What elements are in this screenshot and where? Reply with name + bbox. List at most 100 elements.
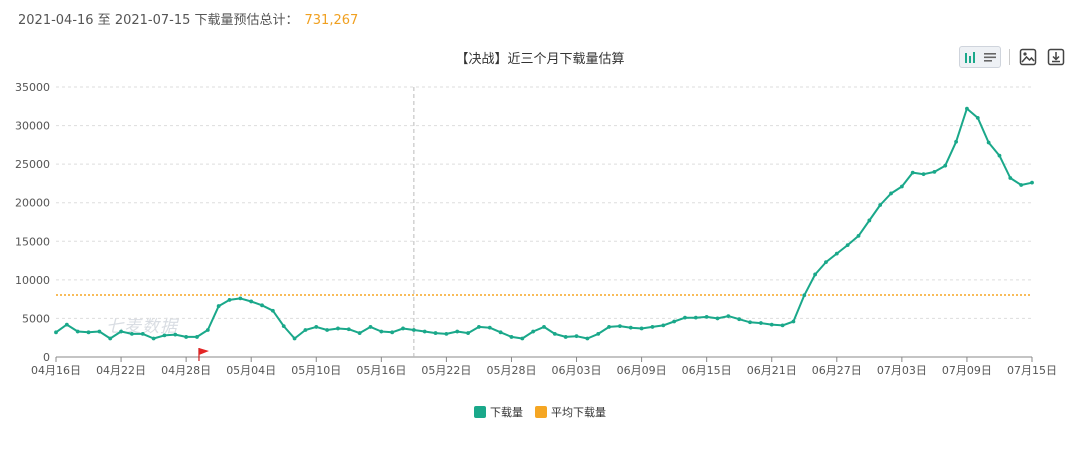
data-point xyxy=(997,153,1002,158)
y-tick-label: 30000 xyxy=(15,120,50,133)
data-point xyxy=(270,308,275,313)
data-point xyxy=(227,298,232,302)
data-point xyxy=(867,218,872,223)
toolbar-divider xyxy=(1009,49,1010,65)
summary-range: 2021-04-16 至 2021-07-15 下载量预估总计： xyxy=(18,13,299,28)
data-point xyxy=(325,328,330,332)
data-point xyxy=(86,330,91,335)
data-point xyxy=(64,322,69,327)
data-point xyxy=(748,320,752,325)
data-point xyxy=(205,328,210,332)
summary-total: 731,267 xyxy=(304,13,359,28)
data-point xyxy=(758,321,763,325)
data-point xyxy=(780,323,785,328)
data-point xyxy=(390,330,395,335)
data-point xyxy=(845,243,850,248)
data-point xyxy=(216,304,221,308)
list-icon[interactable] xyxy=(980,47,1000,67)
x-tick-label: 07月03日 xyxy=(877,364,927,377)
data-point xyxy=(411,328,416,332)
legend-label-downloads: 下载量 xyxy=(490,406,523,419)
data-point xyxy=(856,233,861,238)
data-point xyxy=(878,203,883,207)
data-point xyxy=(628,325,633,330)
data-point xyxy=(314,325,319,329)
data-point xyxy=(769,322,774,327)
data-point xyxy=(943,163,948,168)
download-icon[interactable] xyxy=(1046,47,1066,67)
data-point xyxy=(531,329,536,334)
legend-item-downloads[interactable]: 下载量 xyxy=(474,404,523,420)
data-point xyxy=(466,331,470,335)
download-summary: 2021-04-16 至 2021-07-15 下载量预估总计： 731,267 xyxy=(18,9,358,28)
x-tick-label: 07月09日 xyxy=(942,364,992,377)
data-point xyxy=(520,336,525,341)
data-point xyxy=(1030,180,1034,185)
data-point xyxy=(563,335,568,339)
data-point xyxy=(260,303,264,308)
x-tick-label: 07月15日 xyxy=(1007,364,1057,377)
data-point xyxy=(737,317,742,322)
x-tick-label: 06月15日 xyxy=(682,364,732,377)
data-point xyxy=(791,319,796,324)
x-tick-label: 05月28日 xyxy=(486,364,536,377)
data-point xyxy=(813,272,818,277)
x-tick-label: 05月22日 xyxy=(421,364,471,377)
data-point xyxy=(151,336,156,341)
download-series-line xyxy=(55,107,1033,340)
x-tick-label: 06月03日 xyxy=(552,364,602,377)
data-point xyxy=(422,329,427,334)
data-point xyxy=(477,325,481,329)
data-point xyxy=(639,326,644,331)
data-point xyxy=(1019,183,1024,187)
x-tick-label: 04月16日 xyxy=(31,364,81,377)
bar-chart-icon[interactable] xyxy=(960,47,980,67)
y-tick-label: 10000 xyxy=(15,274,50,287)
data-point xyxy=(542,325,546,329)
data-point xyxy=(444,331,449,336)
data-point xyxy=(97,329,102,334)
data-point xyxy=(401,326,405,331)
x-tick-label: 05月04日 xyxy=(226,364,276,377)
data-point xyxy=(899,184,904,189)
view-toggle xyxy=(959,46,1001,68)
data-point xyxy=(921,172,926,177)
data-point xyxy=(596,331,601,336)
legend-swatch-average xyxy=(535,406,547,418)
flag-icon xyxy=(198,348,209,361)
y-tick-label: 5000 xyxy=(22,312,50,325)
data-point xyxy=(368,325,373,329)
data-point xyxy=(986,140,991,145)
legend-label-average: 平均下载量 xyxy=(551,406,606,419)
y-tick-label: 0 xyxy=(43,351,50,364)
data-point xyxy=(607,325,611,329)
legend-swatch-downloads xyxy=(474,406,486,418)
data-point xyxy=(965,106,969,111)
data-point xyxy=(238,296,243,301)
image-icon[interactable] xyxy=(1018,47,1038,67)
data-point xyxy=(802,293,807,298)
x-tick-label: 04月28日 xyxy=(161,364,211,377)
data-point xyxy=(433,331,438,335)
x-tick-label: 06月27日 xyxy=(812,364,862,377)
y-tick-label: 35000 xyxy=(15,81,50,94)
data-point xyxy=(509,335,514,339)
data-point xyxy=(303,328,308,332)
data-point xyxy=(726,314,731,319)
data-point xyxy=(498,330,503,335)
data-point xyxy=(889,191,893,196)
legend-item-average[interactable]: 平均下载量 xyxy=(535,404,606,420)
data-point xyxy=(195,335,199,339)
data-point xyxy=(173,332,178,337)
data-point xyxy=(487,325,492,330)
data-point xyxy=(683,315,687,320)
data-point xyxy=(618,324,622,329)
data-point xyxy=(910,170,915,175)
data-point xyxy=(661,323,666,328)
x-tick-label: 06月09日 xyxy=(617,364,667,377)
data-point xyxy=(75,329,80,334)
data-point xyxy=(650,325,655,329)
data-point xyxy=(704,314,709,319)
chart-legend: 下载量 平均下载量 xyxy=(0,404,1080,420)
data-point xyxy=(975,115,980,120)
